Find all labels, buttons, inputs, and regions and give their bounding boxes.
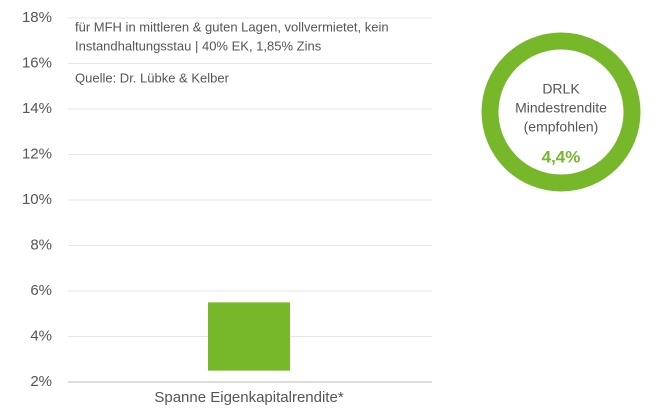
- annotation: für MFH in mittleren & guten Lagen, voll…: [75, 19, 389, 34]
- y-tick-label: 8%: [30, 236, 52, 253]
- y-tick-label: 14%: [22, 100, 52, 117]
- y-tick-label: 12%: [22, 145, 52, 162]
- donut-ring: [481, 32, 641, 192]
- y-tick-label: 4%: [30, 327, 52, 344]
- annotation: Quelle: Dr. Lübke & Kelber: [75, 70, 230, 85]
- x-tick-label: Spanne Eigenkapitalrendite*: [154, 389, 343, 406]
- y-tick-label: 10%: [22, 191, 52, 208]
- y-tick-label: 16%: [22, 54, 52, 71]
- donut-label: Mindestrendite: [515, 100, 607, 116]
- y-tick-label: 6%: [30, 282, 52, 299]
- donut-label: DRLK: [542, 81, 580, 97]
- donut-label: (empfohlen): [524, 119, 599, 135]
- annotation: Instandhaltungsstau | 40% EK, 1,85% Zins: [75, 38, 322, 53]
- donut-value: 4,4%: [542, 147, 581, 166]
- y-tick-label: 2%: [30, 373, 52, 390]
- y-tick-label: 18%: [22, 9, 52, 26]
- bar: [208, 302, 290, 371]
